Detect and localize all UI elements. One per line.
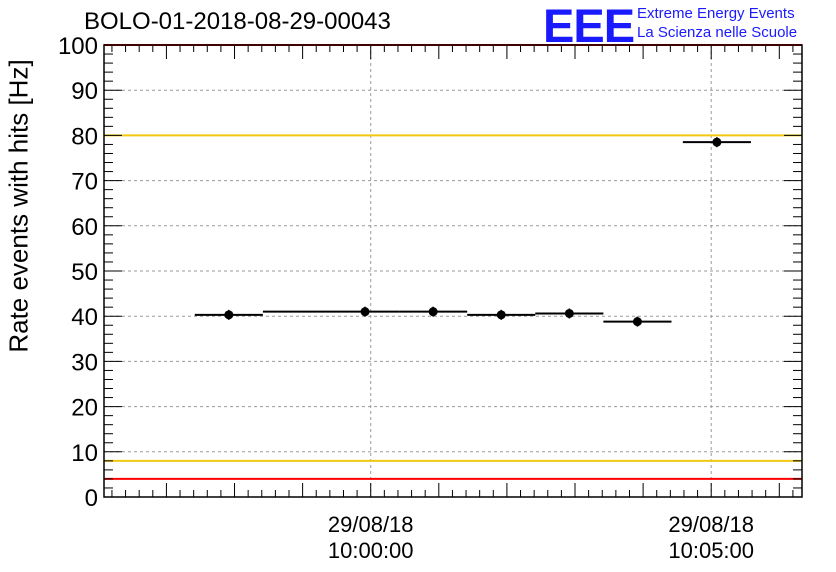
data-point xyxy=(496,310,506,320)
y-tick-label: 40 xyxy=(71,304,98,331)
y-tick-label: 20 xyxy=(71,395,98,422)
y-tick-label: 70 xyxy=(71,169,98,196)
x-tick-time-label: 10:05:00 xyxy=(668,538,754,563)
logo-line-2: La Scienza nelle Scuole xyxy=(637,24,798,41)
y-tick-label: 100 xyxy=(58,33,98,60)
data-point xyxy=(360,307,370,317)
data-point xyxy=(428,307,438,317)
x-tick-date-label: 29/08/18 xyxy=(328,512,414,537)
data-point xyxy=(564,308,574,318)
eee-logo: EEE xyxy=(543,0,635,52)
y-tick-label: 50 xyxy=(71,259,98,286)
data-point xyxy=(712,137,722,147)
data-point xyxy=(632,317,642,327)
data-point xyxy=(224,310,234,320)
x-tick-date-label: 29/08/18 xyxy=(668,512,754,537)
y-tick-label: 80 xyxy=(71,123,98,150)
logo-caption: Extreme Energy Events La Scienza nelle S… xyxy=(637,4,797,42)
chart-title: BOLO-01-2018-08-29-00043 xyxy=(84,8,391,35)
x-tick-time-label: 10:00:00 xyxy=(328,538,414,563)
y-tick-label: 90 xyxy=(71,78,98,105)
y-tick-label: 60 xyxy=(71,214,98,241)
y-tick-label: 30 xyxy=(71,349,98,376)
logo-line-1: Extreme Energy Events xyxy=(637,5,795,22)
y-tick-label: 0 xyxy=(85,485,98,512)
y-tick-label: 10 xyxy=(71,440,98,467)
